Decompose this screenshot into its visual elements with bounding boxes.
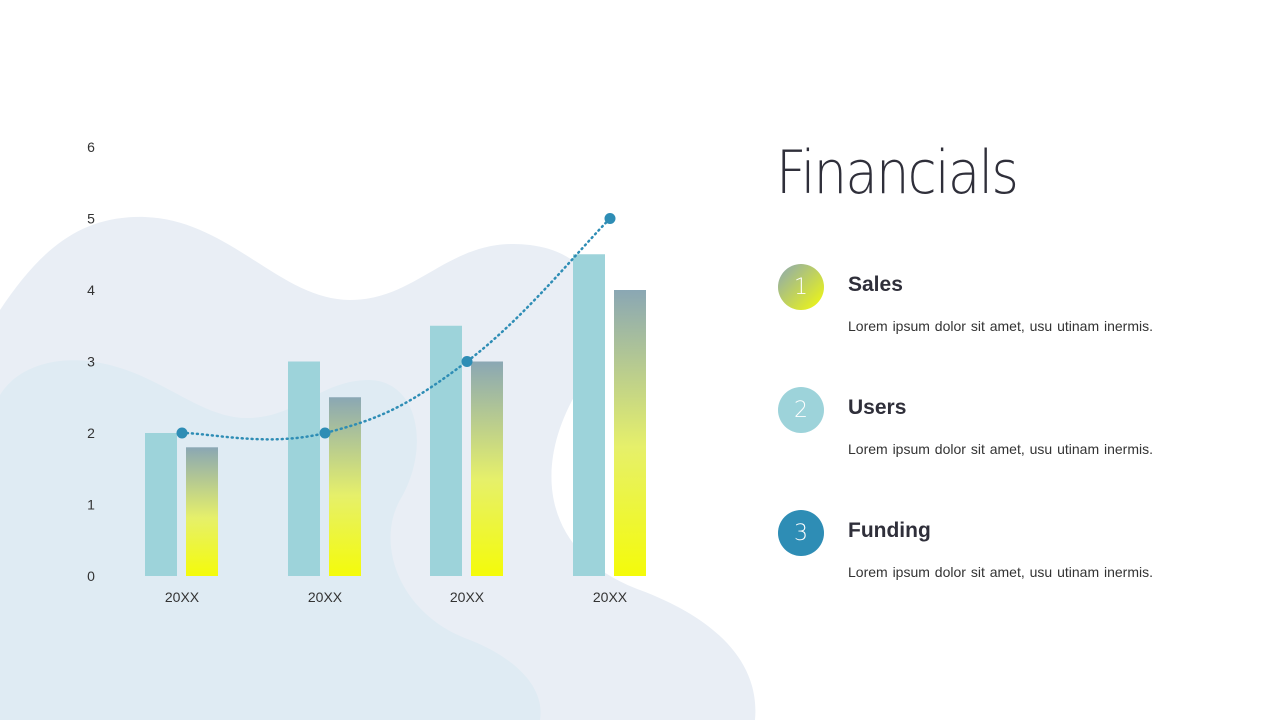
number-circle-3: 3 <box>778 510 824 556</box>
x-category-label: 20XX <box>450 589 485 605</box>
item-heading-users: Users <box>848 396 907 419</box>
line-point <box>176 427 188 439</box>
line-series-path <box>180 217 612 441</box>
x-category-label: 20XX <box>308 589 343 605</box>
item-description-sales: Lorem ipsum dolor sit amet, usu utinam i… <box>848 318 1153 334</box>
x-category-label: 20XX <box>165 589 200 605</box>
bar-series1 <box>430 325 462 576</box>
y-tick-label: 2 <box>87 425 95 441</box>
bar-marks <box>145 254 646 576</box>
number-circle-2: 2 <box>778 387 824 433</box>
y-axis-ticks: 0 1 2 3 4 5 6 <box>87 139 95 584</box>
x-category-label: 20XX <box>593 589 628 605</box>
line-point <box>319 427 331 439</box>
y-tick-label: 5 <box>87 211 95 227</box>
bar-series1 <box>145 433 177 576</box>
y-tick-label: 3 <box>87 354 95 370</box>
y-tick-label: 4 <box>87 282 95 298</box>
y-tick-label: 6 <box>87 139 95 155</box>
x-axis-labels: 20XX 20XX 20XX 20XX <box>165 589 628 605</box>
line-point <box>604 213 616 224</box>
item-description-users: Lorem ipsum dolor sit amet, usu utinam i… <box>848 441 1153 457</box>
background-blob-inner <box>0 360 541 720</box>
slide-title: Financials <box>776 138 1019 208</box>
bar-series1 <box>573 254 605 576</box>
bar-series2 <box>614 290 646 576</box>
y-tick-label: 1 <box>87 497 95 513</box>
y-tick-label: 0 <box>87 568 95 584</box>
line-point <box>461 356 473 367</box>
item-heading-funding: Funding <box>848 519 931 542</box>
number-circle-1: 1 <box>778 264 824 310</box>
item-heading-sales: Sales <box>848 273 903 296</box>
bar-series2 <box>471 361 503 576</box>
line-series <box>176 213 616 441</box>
bar-series2 <box>186 447 218 576</box>
item-description-funding: Lorem ipsum dolor sit amet, usu utinam i… <box>848 564 1153 580</box>
bar-series1 <box>288 361 320 576</box>
